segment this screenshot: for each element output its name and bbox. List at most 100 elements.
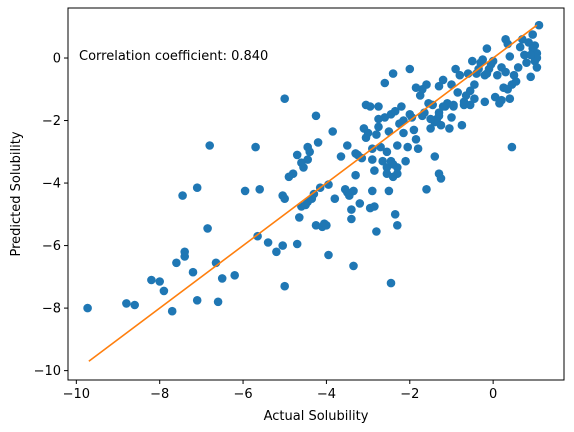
data-point-60 [355,199,365,208]
y-axis-label: Predicted Solubility [9,131,24,256]
data-point-52 [336,152,346,161]
data-point-29 [280,194,290,203]
x-axis-ticks: −10 −8 −6 −4 −2 0 [63,380,497,402]
data-point-121 [465,86,475,96]
data-point-25 [272,247,281,257]
data-point-189 [399,128,408,138]
data-point-85 [393,169,402,178]
data-point-56 [347,214,356,224]
data-point-162 [507,142,517,152]
data-point-166 [470,94,479,103]
data-point-148 [522,58,531,67]
data-point-170 [434,81,444,91]
data-point-87 [397,102,406,111]
data-point-203 [465,100,475,110]
data-point-199 [382,147,392,157]
data-point-183 [390,210,400,219]
data-point-192 [413,144,423,153]
y-tick-label: −10 [34,364,61,379]
data-point-200 [411,83,421,92]
data-point-179 [347,205,356,214]
data-point-1 [122,299,131,308]
data-point-49 [324,250,333,260]
data-point-17 [213,297,223,307]
data-point-163 [505,94,515,103]
data-point-186 [430,152,440,161]
data-point-191 [434,169,444,178]
data-point-165 [480,97,490,107]
data-point-95 [411,135,421,144]
data-point-108 [438,75,448,85]
data-point-5 [159,286,169,296]
data-point-72 [374,102,383,111]
data-point-90 [403,142,413,152]
data-point-102 [428,100,438,110]
data-point-185 [388,160,398,169]
data-point-106 [434,111,444,121]
data-point-13 [192,296,202,305]
x-tick-label: −8 [150,387,169,402]
x-axis-label: Actual Solubility [264,409,369,424]
data-point-7 [172,258,181,268]
data-point-42 [309,189,319,199]
data-point-51 [330,194,340,203]
data-point-82 [390,106,400,116]
data-point-94 [409,125,419,135]
data-point-182 [393,221,402,230]
data-point-138 [501,67,510,77]
fit-line [88,24,538,362]
data-point-89 [401,156,410,166]
annotation-text: Correlation coefficient: 0.840 [79,49,268,64]
data-point-184 [372,227,381,236]
data-point-122 [468,56,477,66]
data-point-115 [453,88,463,97]
data-point-195 [313,138,323,147]
data-point-173 [388,69,398,78]
data-point-32 [292,150,302,160]
data-point-70 [372,130,381,139]
data-point-92 [405,64,415,74]
data-point-196 [284,172,294,182]
data-point-30 [280,94,290,103]
data-point-101 [426,124,435,133]
data-point-21 [251,142,260,152]
data-point-107 [436,120,446,130]
x-tick-label: −2 [400,387,419,402]
data-point-11 [192,183,202,192]
x-tick-label: −10 [63,387,90,402]
data-point-174 [374,114,383,124]
data-point-151 [528,30,537,39]
data-point-67 [368,155,377,164]
y-tick-label: −4 [42,177,61,192]
data-point-69 [370,166,379,175]
data-point-26 [278,241,288,250]
data-point-18 [217,274,227,283]
data-point-34 [295,213,304,222]
data-point-197 [297,158,306,167]
data-point-68 [370,202,379,211]
x-tick-label: 0 [489,387,497,402]
data-point-3 [147,275,156,285]
data-point-169 [422,185,431,194]
data-point-176 [343,141,352,150]
data-point-145 [515,42,525,52]
data-point-40 [305,147,315,157]
data-point-193 [382,169,392,178]
data-point-38 [301,200,310,210]
data-point-43 [311,111,321,121]
data-point-57 [349,186,358,196]
data-point-78 [384,186,394,196]
data-point-175 [363,128,373,138]
x-tick-label: −4 [317,387,336,402]
data-point-116 [455,70,465,80]
plot-frame [67,7,565,381]
data-point-27 [280,281,290,291]
data-point-156 [534,20,544,30]
data-point-117 [457,120,467,130]
y-tick-label: −8 [42,302,61,317]
data-point-2 [130,300,139,310]
data-point-20 [240,186,250,196]
y-tick-label: 0 [53,52,61,67]
data-point-74 [378,156,388,166]
data-point-172 [380,78,390,88]
